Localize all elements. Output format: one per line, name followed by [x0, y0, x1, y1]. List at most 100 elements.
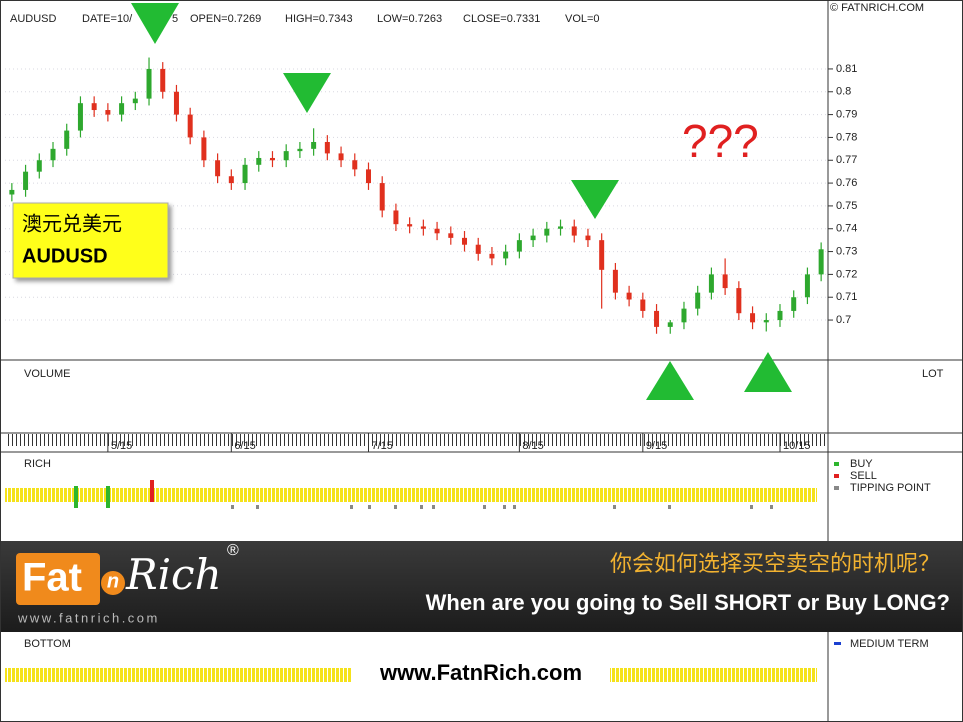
candle-body: [50, 148, 56, 161]
candle-body: [695, 292, 701, 309]
candle-body: [311, 141, 317, 149]
candle-body: [818, 249, 824, 275]
label-cn: 澳元兑美元: [22, 212, 122, 236]
candle-body: [804, 274, 810, 298]
medium-term-label: MEDIUM TERM: [850, 638, 929, 650]
candle-body: [407, 224, 413, 227]
legend-key: [834, 474, 839, 478]
candle-body: [160, 68, 166, 92]
candle-body: [187, 114, 193, 138]
candle-body: [269, 157, 275, 161]
y-tick-label: 0.75: [836, 200, 857, 212]
symbol: AUDUSD: [10, 13, 57, 25]
logo-box: [16, 553, 100, 605]
y-tick-label: 0.72: [836, 268, 857, 280]
question-marks: ???: [682, 115, 759, 167]
candle-body: [228, 176, 234, 184]
candle-body: [215, 160, 221, 177]
y-tick-label: 0.73: [836, 245, 857, 257]
brand-n: n: [107, 570, 119, 592]
copyright: © FATNRICH.COM: [830, 2, 924, 14]
candle-body: [530, 235, 536, 241]
candle-body: [352, 160, 358, 170]
candle-body: [64, 130, 70, 149]
question-en: When are you going to Sell SHORT or Buy …: [426, 590, 950, 615]
date: DATE=10/: [82, 13, 133, 25]
date-ruler: [5, 434, 825, 446]
candle-body: [105, 110, 111, 115]
sell-signal: [150, 480, 154, 502]
signal-triangles: [131, 3, 792, 400]
buy-signal: [74, 486, 78, 508]
y-tick-label: 0.81: [836, 63, 857, 75]
bottom-label: BOTTOM: [24, 638, 71, 650]
candle-body: [393, 210, 399, 225]
candle-body: [571, 226, 577, 236]
medium-term-key: [834, 642, 841, 645]
candle-body: [750, 313, 756, 323]
x-tick-label: 10/15: [783, 440, 811, 452]
open: OPEN=0.7269: [190, 13, 261, 25]
url: www.FatnRich.com: [379, 660, 582, 685]
candle-body: [36, 160, 42, 172]
candle-body: [256, 157, 262, 165]
candle-body: [722, 274, 728, 289]
candle-body: [599, 240, 605, 270]
x-tick-label: 7/15: [371, 440, 392, 452]
candle-body: [626, 292, 632, 300]
candle-body: [667, 322, 673, 327]
x-tick-label: 8/15: [522, 440, 543, 452]
y-tick-label: 0.79: [836, 109, 857, 121]
candle-body: [173, 91, 179, 115]
candle-body: [448, 233, 454, 238]
candle-body: [420, 226, 426, 229]
legend-label: SELL: [850, 470, 877, 482]
candle-body: [791, 297, 797, 311]
y-tick-label: 0.76: [836, 177, 857, 189]
candle-body: [681, 308, 687, 323]
legend-label: TIPPING POINT: [850, 482, 931, 494]
candle-body: [338, 153, 344, 161]
candle-body: [146, 68, 152, 99]
candle-body: [516, 240, 522, 252]
candle-body: [736, 288, 742, 314]
y-tick-label: 0.78: [836, 131, 857, 143]
logo-circle: [101, 571, 125, 595]
y-tick-label: 0.7: [836, 314, 851, 326]
banner: [1, 541, 962, 632]
volume-label: VOLUME: [24, 368, 70, 380]
candle-body: [558, 226, 564, 229]
tipping-points: [231, 505, 773, 509]
legend-label: BUY: [850, 458, 873, 470]
buy-signal: [106, 486, 110, 508]
candle-body: [242, 164, 248, 184]
brand-fat: Fat: [22, 556, 82, 600]
label-box: [12, 202, 169, 279]
candle-body: [640, 299, 646, 311]
vol: VOL=0: [565, 13, 600, 25]
close: CLOSE=0.7331: [463, 13, 540, 25]
legend-key: [834, 486, 839, 490]
low: LOW=0.7263: [377, 13, 442, 25]
candle-body: [462, 237, 468, 245]
candle-body: [475, 244, 481, 254]
lot-label: LOT: [922, 368, 944, 380]
candle-body: [544, 228, 550, 236]
candle-body: [119, 103, 125, 115]
candle-body: [489, 253, 495, 259]
candle-body: [612, 269, 618, 293]
y-tick-label: 0.77: [836, 154, 857, 166]
candle-body: [77, 103, 83, 131]
candle-body: [324, 141, 330, 154]
x-tick-label: 6/15: [234, 440, 255, 452]
candle-body: [201, 137, 207, 161]
high: HIGH=0.7343: [285, 13, 353, 25]
candle-body: [283, 151, 289, 161]
plot: 0.7 0.71 0.72 0.73 0.74 0.75 0.76 0.77 0.78 0.79 0…: [5, 57, 857, 334]
registered: ®: [227, 542, 239, 559]
candle-body: [585, 235, 591, 241]
x-tick-label: 5/15: [111, 440, 132, 452]
date-tail: 5: [172, 13, 178, 25]
